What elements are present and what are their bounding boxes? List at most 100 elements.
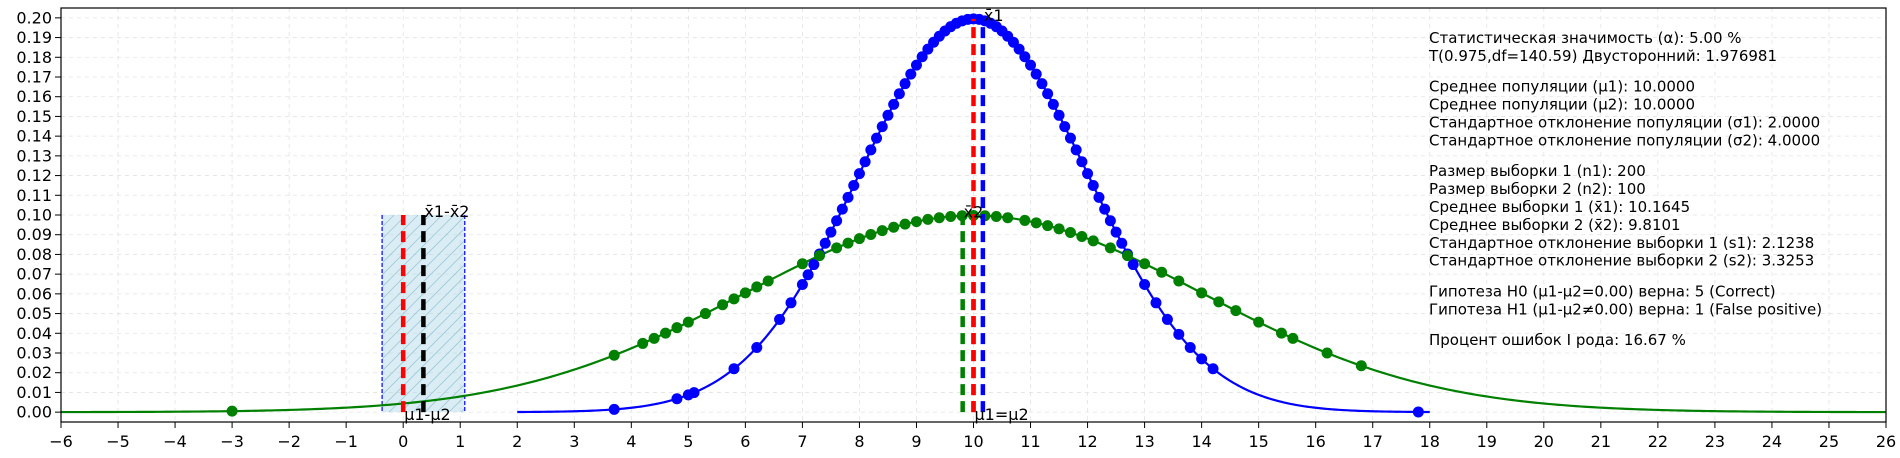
sample-point [853, 233, 865, 245]
ci-hatch [381, 214, 443, 276]
sample-point [608, 349, 620, 361]
sample-point [1121, 250, 1133, 262]
sample-point [1213, 296, 1225, 308]
sample-point [762, 275, 774, 287]
sample-point [899, 78, 911, 90]
y-tick-label: 0.11 [16, 186, 52, 205]
sample-point [1173, 328, 1185, 340]
annotations: x̄1 x̄2 x̄1-x̄2 μ1-μ2 μ1=μ2 [404, 6, 1028, 424]
mean-label: x̄1-x̄2 [424, 202, 469, 221]
sample-point [751, 341, 763, 353]
sample-point [899, 218, 911, 230]
info-line: Размер выборки 1 (n1): 200 [1429, 162, 1646, 180]
sample-point [808, 259, 820, 271]
x-tick-label: 1 [455, 432, 465, 451]
sample-point [825, 226, 837, 238]
sample-point [1253, 316, 1265, 328]
sample-point [888, 98, 900, 110]
x-tick-label: 21 [1591, 432, 1611, 451]
sample-point [1019, 51, 1031, 63]
x-tick-label: 20 [1534, 432, 1554, 451]
ci-hatch [381, 252, 466, 336]
ci-hatch [381, 324, 466, 408]
sample-point [1104, 242, 1116, 254]
sample-point [865, 144, 877, 156]
y-tick-label: 0.04 [16, 324, 52, 343]
sample-point [1047, 98, 1059, 110]
sample-point [785, 297, 797, 309]
sample-point [226, 405, 238, 417]
sample-point [814, 250, 826, 262]
y-tick-label: 0.01 [16, 383, 52, 402]
sample-point [1076, 156, 1088, 168]
y-tick-label: 0.15 [16, 107, 52, 126]
y-tick-label: 0.00 [16, 403, 52, 422]
y-tick-label: 0.17 [16, 68, 52, 87]
x-tick-label: −3 [220, 432, 244, 451]
x-tick-label: −4 [163, 432, 187, 451]
y-tick-label: 0.20 [16, 8, 52, 27]
sample-point [1042, 88, 1054, 100]
sample-point [728, 293, 740, 305]
sample-point [796, 258, 808, 270]
info-line: Стандартное отклонение популяции (σ1): 2… [1429, 113, 1820, 131]
sample-point [990, 211, 1002, 223]
sample-point [1161, 313, 1173, 325]
y-tick-label: 0.03 [16, 344, 52, 363]
sample-point [1036, 78, 1048, 90]
sample-point [1139, 278, 1151, 290]
x-tick-label: 2 [512, 432, 522, 451]
confidence-interval [381, 214, 466, 413]
info-line: T(0.975,df=140.59) Двусторонний: 1.97698… [1428, 47, 1777, 65]
sample-point [871, 132, 883, 144]
axis-annotation: μ1-μ2 [404, 405, 451, 424]
sample-point [836, 203, 848, 215]
x-tick-label: 7 [797, 432, 807, 451]
sample-point [1173, 275, 1185, 287]
y-tick-label: 0.05 [16, 304, 52, 323]
x-tick-label: 11 [1020, 432, 1040, 451]
sample-point [637, 337, 649, 349]
ci-hatch [460, 408, 466, 413]
y-tick-label: 0.02 [16, 363, 52, 382]
sample-point [682, 316, 694, 328]
sample-point [648, 332, 660, 344]
sample-point [1053, 223, 1065, 235]
sample-point [1064, 132, 1076, 144]
x-tick-label: 25 [1819, 432, 1839, 451]
x-tick-label: 12 [1077, 432, 1097, 451]
sample-point [796, 278, 808, 290]
x-tick-label: 17 [1363, 432, 1383, 451]
mean-lines [400, 18, 986, 413]
info-line: Процент ошибок I рода: 16.67 % [1429, 331, 1686, 349]
sample-point [1064, 227, 1076, 239]
sample-point [831, 215, 843, 227]
ci-hatch [400, 348, 466, 413]
x-tick-label: −2 [277, 432, 301, 451]
y-tick-label: 0.09 [16, 225, 52, 244]
sample-point [1156, 266, 1168, 278]
info-line: Среднее выборки 2 (x̄2): 9.8101 [1429, 216, 1681, 234]
sample-point [660, 327, 672, 339]
x-tick-label: 26 [1876, 432, 1896, 451]
y-tick-label: 0.14 [16, 127, 52, 146]
sample-point [1127, 259, 1139, 271]
sample-point [893, 88, 905, 100]
sample-point [1087, 235, 1099, 247]
sample-point [1019, 214, 1031, 226]
x-tick-label: 9 [911, 432, 921, 451]
sample-point [933, 212, 945, 224]
ci-hatch [381, 240, 466, 324]
y-tick-label: 0.06 [16, 284, 52, 303]
sample-point [717, 299, 729, 311]
sample-point [1082, 168, 1094, 180]
y-tick-label: 0.18 [16, 48, 52, 67]
x-tick-label: 4 [626, 432, 636, 451]
sample-point [1013, 43, 1025, 55]
sample-point [1116, 237, 1128, 249]
sample-point [905, 68, 917, 80]
sample-point [853, 168, 865, 180]
mean-label: x̄2 [964, 203, 984, 222]
x-tick-label: −5 [106, 432, 130, 451]
